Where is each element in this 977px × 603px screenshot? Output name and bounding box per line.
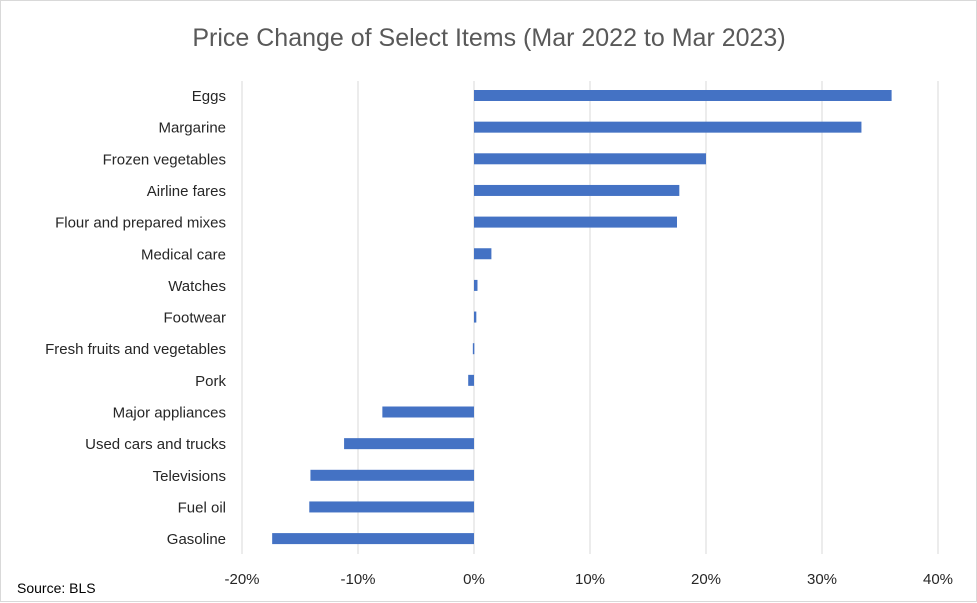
category-label: Major appliances — [113, 405, 226, 422]
chart-title: Price Change of Select Items (Mar 2022 t… — [192, 24, 785, 52]
category-label: Fresh fruits and vegetables — [45, 341, 226, 358]
bar — [382, 406, 474, 418]
bar — [272, 533, 474, 545]
bar — [474, 90, 892, 101]
category-label: Footwear — [163, 310, 226, 327]
category-labels: Eggs Margarine Frozen vegetables Airline fa… — [45, 88, 226, 548]
category-label: Margarine — [158, 120, 226, 137]
x-tick-labels: -20% -10% 0% 10% 20% 30% 40% — [224, 571, 953, 588]
bar — [310, 469, 474, 481]
category-label: Eggs — [192, 88, 226, 105]
bar — [474, 184, 680, 196]
bar — [472, 343, 475, 355]
category-label: Pork — [195, 373, 226, 390]
source-note: Source: BLS — [17, 580, 96, 596]
bar — [474, 216, 677, 228]
bar — [474, 121, 862, 133]
category-label: Used cars and trucks — [85, 436, 226, 453]
bar — [474, 153, 706, 165]
category-label: Airline fares — [147, 183, 226, 200]
category-label: Medical care — [141, 246, 226, 263]
bar — [309, 501, 474, 513]
category-label: Flour and prepared mixes — [55, 215, 226, 232]
bar — [344, 438, 474, 450]
bar — [474, 279, 478, 291]
x-tick-label: 10% — [575, 571, 605, 588]
bars — [272, 90, 892, 545]
x-tick-label: 30% — [807, 571, 837, 588]
bar — [474, 311, 477, 323]
bar — [468, 374, 474, 386]
gridlines — [241, 81, 939, 554]
category-label: Televisions — [153, 468, 226, 485]
bar — [474, 248, 492, 260]
category-label: Gasoline — [167, 531, 226, 548]
x-tick-label: 40% — [923, 571, 953, 588]
category-label: Fuel oil — [178, 499, 226, 516]
x-tick-label: 0% — [463, 571, 485, 588]
x-tick-label: 20% — [691, 571, 721, 588]
x-tick-label: -20% — [224, 571, 259, 588]
category-label: Frozen vegetables — [103, 151, 226, 168]
x-tick-label: -10% — [340, 571, 375, 588]
category-label: Watches — [168, 278, 226, 295]
